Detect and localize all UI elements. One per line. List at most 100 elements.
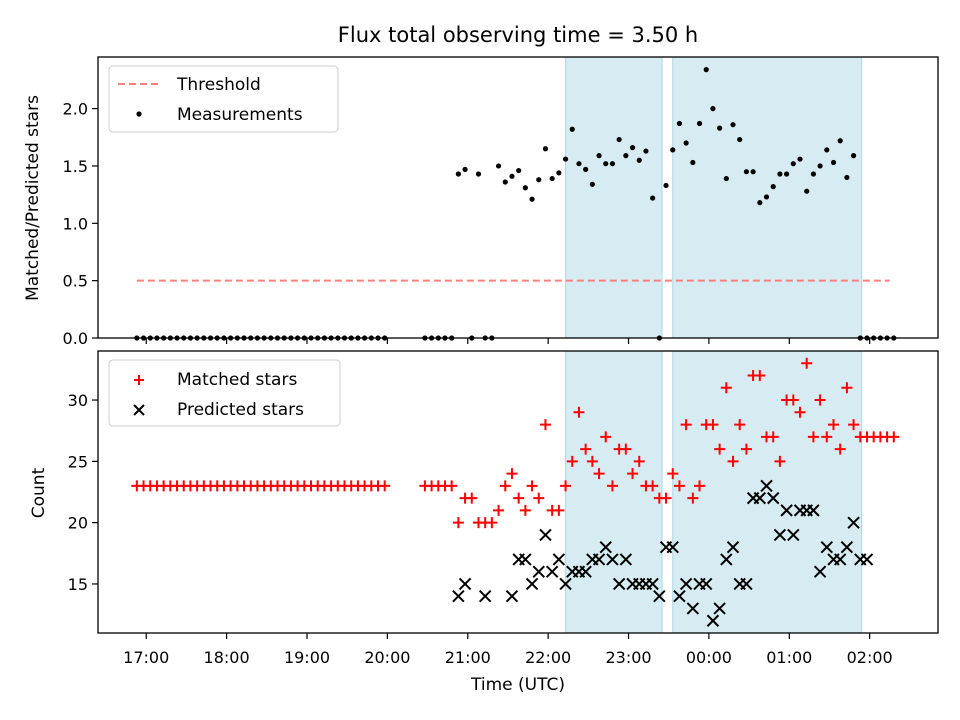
x-tick-label: 22:00 [525,648,571,667]
predicted-star-point [847,516,860,529]
predicted-legend-label: Predicted stars [177,400,304,420]
measurement-point [609,161,616,167]
chart-title: Flux total observing time = 3.50 h [338,23,698,47]
measurement-point [636,157,642,163]
matched-star-point [519,504,531,516]
matched-star-point [452,517,464,529]
matched-star-point [606,480,618,492]
measurement-point [670,147,676,153]
measurement-point [690,159,696,166]
predicted-star-point [458,577,472,591]
predicted-star-point [579,565,592,578]
matched-star-point [848,419,860,431]
predicted-star-point [559,577,572,591]
measurement-point [569,126,575,132]
matched-star-point [687,492,699,504]
matched-legend-label: Matched stars [177,370,297,390]
predicted-star-point [700,577,713,591]
predicted-star-point [753,491,767,505]
predicted-star-point [760,479,773,493]
measurement-point [529,196,535,202]
measurement-point [629,145,636,151]
matched-star-point [513,492,525,504]
ratio-y-tick-label: 1.5 [63,157,88,176]
matched-star-point [660,492,672,504]
ratio-y-tick-label: 1.0 [63,214,88,233]
predicted-star-point [813,565,827,578]
predicted-star-point [653,590,666,603]
measurement-point [495,163,502,169]
measurement-point [623,153,629,159]
matched-star-point [573,406,585,418]
matched-star-point [379,480,391,492]
matched-star-point [707,419,719,431]
predicted-star-point [525,577,539,591]
matched-star-point [600,431,612,443]
predicted-star-point [787,528,800,542]
matched-star-point [694,480,706,492]
predicted-star-point [713,602,726,615]
matched-star-point [714,443,726,455]
ratio-y-axis-label: Matched/Predicted stars [23,95,43,301]
measurement-point [817,163,823,169]
counts-y-tick-label: 25 [68,452,88,471]
measurement-point [556,170,562,176]
measurement-point [703,67,709,73]
matched-star-point [620,443,632,455]
measurement-points [134,67,897,341]
measurement-point [583,166,589,172]
matched-star-point [667,468,679,480]
predicted-star-point [478,590,492,603]
matched-star-point [834,443,846,455]
counts-legend-frame [108,359,341,427]
measurement-point [763,194,770,200]
measurement-point [522,185,528,191]
measurement-point [589,181,595,187]
matched-star-point [774,455,786,467]
matched-star-point [539,419,551,431]
measurement-point [455,171,461,177]
predicted-star-point [773,528,787,542]
predicted-star-point [592,553,606,566]
measurement-point [710,106,716,112]
counts-y-tick-label: 20 [68,514,88,533]
matched-star-point [767,431,779,443]
matched-star-point [627,468,639,480]
x-tick-label: 01:00 [766,648,812,667]
measurement-point [696,120,703,127]
threshold-legend-label: Threshold [176,75,261,95]
matched-star-point [888,431,900,443]
matched-star-point [647,480,659,492]
matched-star-point [821,431,833,443]
predicted-star-point [720,553,733,566]
counts-y-tick-label: 15 [68,575,88,594]
x-tick-label: 00:00 [686,648,732,667]
measurement-point [717,125,723,131]
predicted-star-point [452,590,465,603]
measurement-point [830,159,837,166]
measurement-point [730,122,736,128]
measurement-point [475,171,482,177]
predicted-star-point [599,540,612,554]
x-tick-label: 18:00 [204,648,250,667]
predicted-star-point [833,553,847,566]
counts-y-axis-label: Count [29,467,49,518]
predicted-star-point [666,540,679,554]
matched-star-point [466,492,478,504]
predicted-star-point [505,590,519,603]
x-tick-label: 20:00 [364,648,410,667]
measurement-point [810,171,817,177]
predicted-stars-points [452,479,874,627]
predicted-star-point [726,540,740,554]
ratio-shaded-regions [565,56,863,339]
predicted-star-point [706,614,720,627]
matched-star-point [633,455,645,467]
predicted-star-point [807,504,820,517]
measurement-point [576,161,582,167]
measurement-point [770,184,776,190]
counts-x-ticks: 17:00 18:00 19:00 20:00 21:00 22:00 23:00 00:00… [123,633,893,667]
matched-star-point [586,455,598,467]
counts-panel: 17:00 18:00 19:00 20:00 21:00 22:00 23:00 00:00… [29,350,939,695]
ratio-legend-frame [108,65,339,133]
